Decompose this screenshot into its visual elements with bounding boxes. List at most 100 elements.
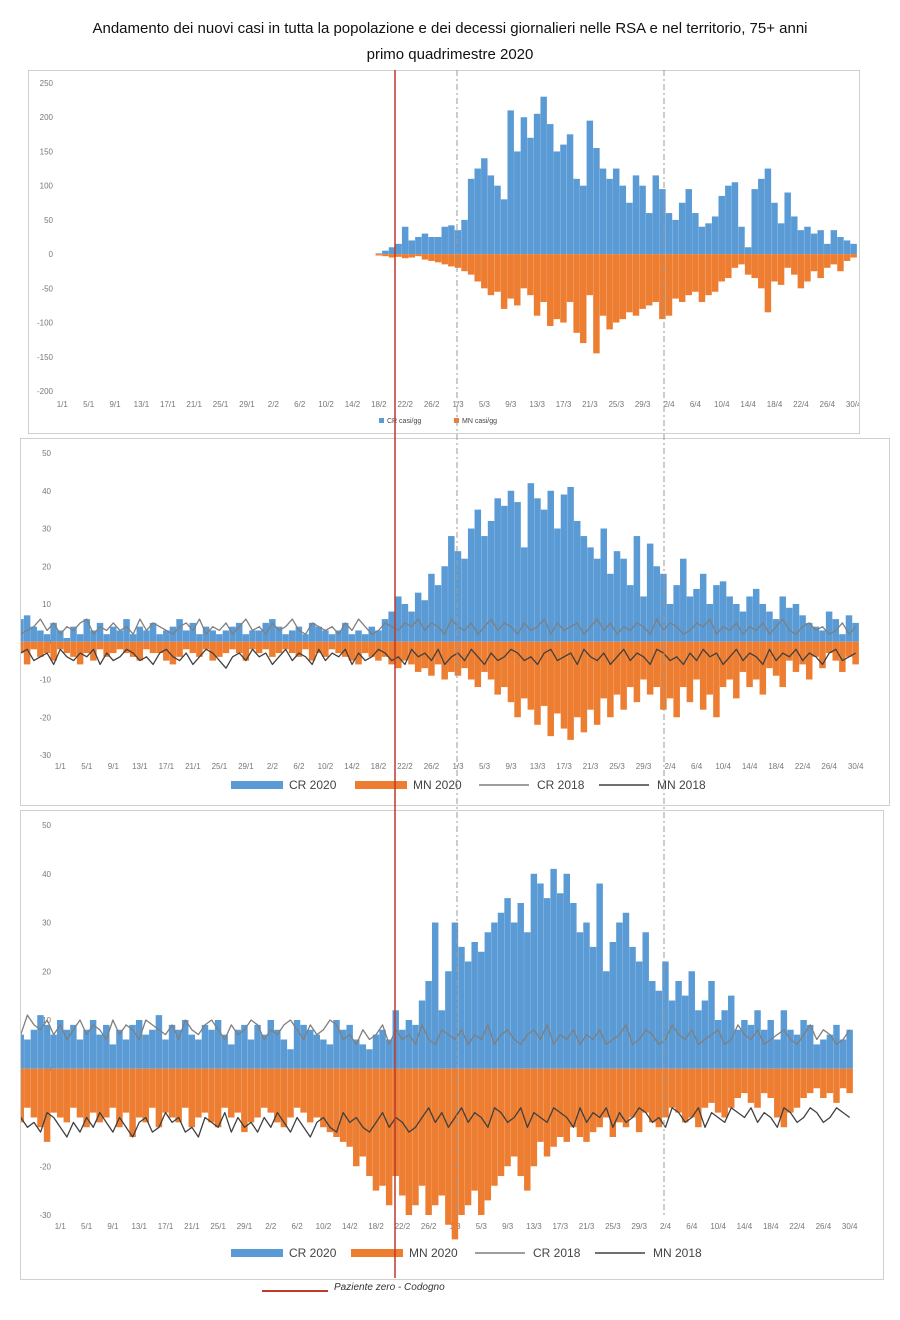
mn-bar [706, 641, 714, 695]
cr-bar [30, 626, 37, 642]
cr-bar [632, 175, 640, 255]
x-tick-label: 29/3 [631, 1222, 647, 1231]
cr-bar [306, 1029, 314, 1069]
cr-bar [241, 1024, 248, 1069]
mn-bar [826, 1068, 834, 1094]
mn-bar [467, 254, 475, 275]
mn-bar [431, 1068, 439, 1206]
cr-bar [504, 898, 511, 1069]
x-tick-label: 9/1 [107, 1222, 119, 1231]
mn-bar [772, 641, 780, 676]
mn-bar [639, 254, 646, 309]
cr-bar [274, 1029, 281, 1069]
mn-bar [774, 1068, 781, 1118]
cr-bar [514, 502, 521, 642]
cr-bar [766, 611, 773, 642]
cr-bar [478, 951, 485, 1069]
mn-bar [262, 641, 269, 650]
mn-bar [315, 641, 322, 654]
x-tick-label: 6/4 [690, 400, 702, 409]
cr-bar [576, 932, 584, 1069]
cr-bar [708, 981, 715, 1069]
mn-bar [287, 1068, 294, 1118]
cr-bar [524, 932, 531, 1069]
x-tick-label: 26/2 [424, 400, 440, 409]
x-tick-label: 30/4 [842, 1222, 858, 1231]
cr-bar [747, 1024, 755, 1069]
cr-bar [415, 237, 422, 255]
cr-bar [739, 611, 747, 642]
mn-bar [30, 641, 37, 650]
mn-bar [504, 1068, 511, 1167]
x-tick-label: 21/1 [186, 400, 202, 409]
chart-middle-svg: 50403020100-10-20-301/15/19/113/117/121/… [21, 449, 864, 792]
cr-bar [57, 1020, 64, 1069]
x-tick-label: 30/4 [846, 400, 859, 409]
cr-bar [366, 1049, 373, 1069]
y-tick-label: -150 [37, 353, 54, 362]
mn-bar [701, 1068, 709, 1108]
cr-bar [76, 1039, 84, 1069]
mn-bar [57, 641, 64, 650]
mn-bar [764, 254, 772, 313]
mn-bar [603, 1068, 610, 1118]
cr-bar [379, 1029, 386, 1069]
mn-bar [629, 1068, 636, 1118]
mn-bar [527, 254, 534, 296]
cr-bar [162, 1039, 169, 1069]
mn-bar [812, 641, 820, 657]
x-tick-label: 2/2 [265, 1222, 277, 1231]
mn-bar [711, 254, 719, 292]
cr-bar [287, 1049, 294, 1069]
mn-bar [110, 641, 117, 654]
cr-bar [201, 1024, 209, 1069]
mn-bar [162, 1068, 169, 1113]
y-tick-label: 20 [42, 562, 51, 571]
cr-bar [269, 619, 276, 642]
mn-bar [182, 641, 190, 650]
cr-bar [580, 536, 588, 642]
x-tick-label: 14/4 [742, 762, 758, 771]
cr-bar [441, 226, 448, 255]
cr-bar [665, 213, 673, 255]
mn-bar [668, 1068, 676, 1108]
cr-bar [116, 630, 124, 642]
legend-label: CR casi/gg [387, 418, 421, 425]
cr-bar [70, 626, 77, 642]
cr-bar [37, 1015, 44, 1069]
cr-bar [96, 1034, 103, 1069]
legend-label: CR 2018 [537, 778, 585, 792]
x-tick-label: 5/1 [83, 400, 95, 409]
mn-bar [580, 254, 587, 344]
chart-panel-top: 250 200 150 100 50 0 -50 -100 -150 -200 1/1 5/1 9/1 1… [28, 70, 860, 434]
mn-bar [83, 641, 91, 654]
cr-bar [315, 626, 322, 642]
mn-bar [660, 641, 667, 710]
mn-bar [395, 641, 402, 669]
mn-bar [375, 641, 382, 661]
mn-bar [478, 1068, 485, 1215]
mn-bar [428, 641, 435, 676]
cr-bar [431, 922, 439, 1069]
cr-bar [176, 619, 183, 642]
mn-bar [333, 1068, 340, 1137]
mn-bar [600, 641, 607, 699]
mn-bar [540, 641, 548, 706]
cr-bar [43, 1024, 51, 1069]
cr-bar [843, 240, 851, 255]
x-tick-label: 25/1 [213, 400, 229, 409]
cr-bar [587, 547, 594, 642]
y-tick-label: 250 [40, 79, 54, 88]
cr-bar [461, 219, 468, 255]
mn-bar [673, 641, 680, 718]
mn-bar [195, 1068, 202, 1118]
cr-bar [474, 168, 481, 255]
mn-bar [780, 1068, 788, 1128]
cr-bar [90, 630, 97, 642]
cr-bar [635, 961, 643, 1069]
mn-bar [627, 641, 634, 688]
mn-bar [415, 254, 422, 257]
cr-bar [103, 634, 110, 642]
mn-bar [169, 641, 177, 665]
chart-bottom-svg: 50403020100-10-20-301/15/19/113/117/121/… [21, 821, 858, 1260]
